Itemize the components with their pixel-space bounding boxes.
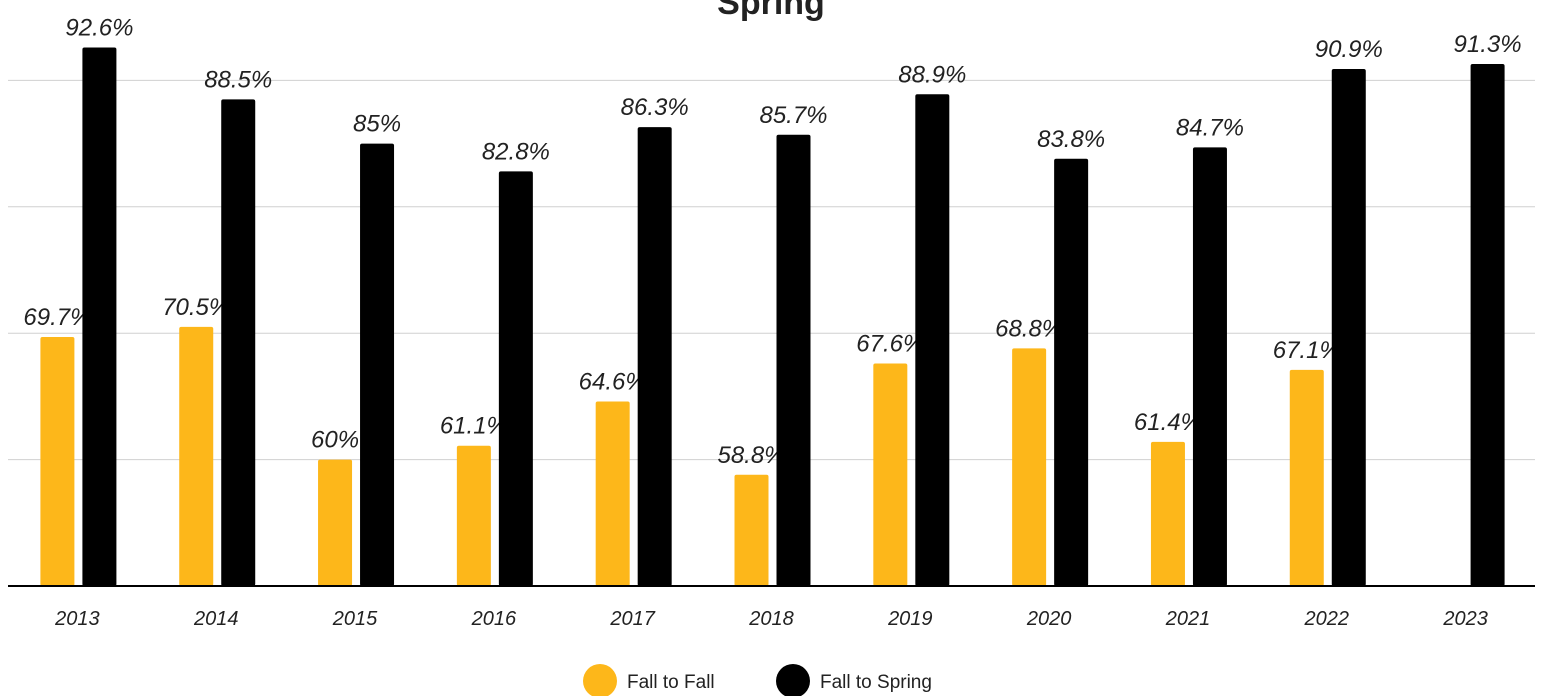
legend-label: Fall to Fall	[627, 672, 715, 693]
bar	[40, 336, 75, 586]
x-tick-label: 2014	[193, 608, 239, 630]
value-label: 61.4%	[1134, 409, 1202, 436]
bar	[360, 143, 395, 586]
bar	[1289, 369, 1324, 586]
x-tick-label: 2019	[887, 608, 933, 630]
x-tick-label: 2018	[748, 608, 794, 630]
value-label: 82.8%	[482, 138, 550, 165]
x-tick-label: 2013	[54, 608, 100, 630]
bar	[734, 474, 769, 586]
value-label: 70.5%	[162, 294, 230, 321]
bar	[1470, 63, 1505, 586]
legend-label: Fall to Spring	[820, 672, 932, 693]
bar	[1012, 348, 1047, 586]
bar	[776, 134, 811, 586]
bar	[1150, 441, 1185, 586]
value-label: 67.6%	[856, 331, 924, 358]
value-label: 85%	[353, 111, 401, 138]
bar	[82, 47, 117, 586]
value-label: 67.1%	[1273, 337, 1341, 364]
x-tick-label: 2020	[1026, 608, 1072, 630]
value-label: 88.5%	[204, 66, 272, 93]
bar	[1054, 158, 1089, 586]
bar	[915, 94, 950, 586]
value-label: 92.6%	[65, 15, 133, 42]
x-tick-label: 2021	[1165, 608, 1211, 630]
value-label: 60%	[311, 427, 359, 454]
bar	[318, 459, 353, 586]
bar	[637, 127, 672, 586]
bar	[1192, 147, 1227, 586]
value-label: 91.3%	[1454, 31, 1522, 58]
value-label: 68.8%	[995, 315, 1063, 342]
bar	[498, 171, 533, 586]
value-label: 86.3%	[621, 94, 689, 121]
value-label: 83.8%	[1037, 126, 1105, 153]
bar	[595, 401, 630, 586]
bar	[221, 99, 256, 587]
legend-swatch	[583, 664, 617, 696]
bar	[1331, 69, 1366, 587]
bar	[179, 326, 214, 586]
x-tick-label: 2022	[1304, 608, 1350, 630]
value-label: 58.8%	[717, 442, 785, 469]
x-tick-label: 2017	[609, 608, 655, 630]
value-label: 84.7%	[1176, 114, 1244, 141]
value-label: 64.6%	[579, 368, 647, 395]
value-label: 88.9%	[898, 61, 966, 88]
x-tick-label: 2015	[332, 608, 378, 630]
chart-title: Spring	[717, 0, 825, 22]
value-label: 85.7%	[759, 102, 827, 129]
value-label: 90.9%	[1315, 36, 1383, 63]
x-tick-label: 2023	[1442, 608, 1488, 630]
bar	[873, 363, 908, 586]
value-label: 69.7%	[23, 304, 91, 331]
value-label: 61.1%	[440, 413, 508, 440]
bar	[456, 445, 491, 586]
legend-swatch	[776, 664, 810, 696]
x-tick-label: 2016	[471, 608, 517, 630]
